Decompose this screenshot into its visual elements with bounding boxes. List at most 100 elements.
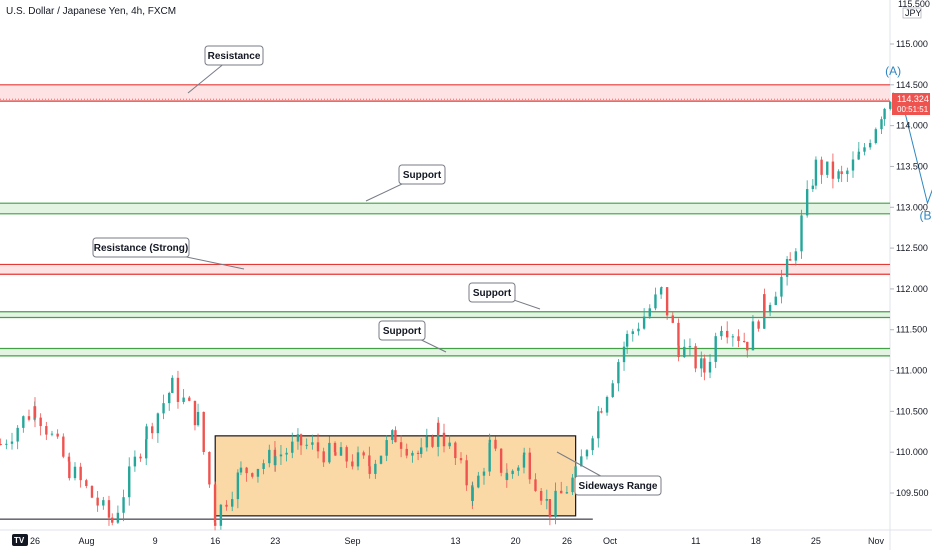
- y-tick-label: 112.500: [896, 243, 928, 253]
- candle-body: [262, 463, 265, 469]
- candle-body: [231, 499, 234, 507]
- candle-body: [671, 315, 674, 323]
- candle-body: [571, 477, 574, 493]
- candle-body: [477, 475, 480, 488]
- candle-body: [837, 171, 840, 179]
- candle-body: [145, 426, 148, 440]
- candle-body: [448, 442, 451, 447]
- candle-body: [731, 336, 735, 338]
- candle-body: [800, 215, 803, 252]
- candle-body: [193, 400, 197, 426]
- candle-body: [79, 466, 82, 481]
- candle-body: [171, 377, 174, 393]
- candle-body: [831, 161, 835, 179]
- callout-resistance-strong: Resistance (Strong): [94, 243, 188, 254]
- candle-body: [488, 442, 491, 472]
- candle-body: [22, 416, 25, 428]
- candle-body: [56, 433, 59, 437]
- candle-body: [279, 454, 283, 457]
- callout-box: [92, 237, 190, 258]
- candle-body: [322, 451, 325, 463]
- candle-body: [151, 426, 154, 434]
- candle-body: [379, 455, 383, 464]
- candle-body: [333, 442, 337, 453]
- candle-body: [688, 346, 692, 348]
- x-tick-label: 9: [153, 536, 158, 546]
- candle-body: [133, 456, 137, 467]
- y-tick-label: 112.000: [896, 284, 928, 294]
- candle-body: [239, 467, 243, 473]
- candle-body: [665, 287, 669, 316]
- candle-body: [714, 336, 717, 362]
- wave-projection-line: [901, 99, 932, 205]
- callout-resistance: Resistance: [208, 51, 261, 62]
- candle-body: [814, 159, 818, 186]
- x-tick-label: 25: [811, 536, 821, 546]
- currency-box[interactable]: [902, 7, 922, 19]
- candle-body: [334, 452, 337, 456]
- candle-body: [585, 450, 589, 457]
- top-price-label: 115.500: [898, 0, 930, 9]
- candle-body: [225, 504, 228, 507]
- candle-body: [27, 416, 31, 420]
- candle-body: [625, 333, 629, 347]
- x-tick-label: 26: [562, 536, 572, 546]
- candle-body: [788, 259, 792, 261]
- candle-body: [700, 358, 703, 369]
- callout-sideways-range: Sideways Range: [579, 481, 658, 492]
- candle-body: [720, 330, 723, 332]
- candle-body: [794, 251, 798, 261]
- candle-body: [202, 411, 205, 452]
- candle-body: [757, 321, 760, 329]
- candle-body: [880, 119, 883, 130]
- x-tick-label: Sep: [345, 536, 361, 546]
- candle-body: [368, 466, 371, 474]
- callout-box: [398, 164, 446, 185]
- candle-body: [720, 331, 723, 337]
- candle-body: [811, 185, 815, 190]
- candle-body: [116, 512, 120, 523]
- callout-support-3: Support: [383, 326, 422, 337]
- candle-body: [505, 474, 509, 480]
- candle-body: [431, 436, 434, 447]
- candle-body: [16, 427, 19, 442]
- candle-body: [176, 377, 180, 402]
- candle-body: [291, 441, 294, 453]
- candle-body: [857, 151, 861, 155]
- callout-box: [574, 475, 662, 496]
- y-tick-label: 113.000: [896, 202, 928, 212]
- candle-body: [725, 330, 729, 338]
- candle-body: [780, 276, 783, 297]
- candle-body: [68, 461, 71, 479]
- candle-body: [459, 458, 463, 461]
- candle-body: [425, 436, 429, 448]
- candle-body: [111, 517, 114, 523]
- last-price-value: 114.324: [897, 94, 929, 104]
- candle-body: [219, 504, 223, 526]
- candle-body: [494, 439, 497, 449]
- candle-body: [391, 430, 394, 441]
- support-zone: [0, 348, 890, 356]
- candle-body: [574, 466, 577, 478]
- candle-body: [0, 444, 2, 446]
- candle-body: [677, 345, 680, 358]
- callout-support-1: Support: [403, 170, 442, 181]
- candle-body: [236, 472, 240, 500]
- candle-body: [285, 452, 288, 455]
- callout-box: [378, 320, 426, 341]
- candle-body: [102, 500, 105, 506]
- candle-body: [763, 294, 766, 312]
- candle-body: [39, 417, 42, 427]
- candle-body: [751, 321, 755, 351]
- candle-body: [345, 447, 348, 462]
- candle-body: [488, 439, 492, 443]
- candle-body: [499, 448, 503, 473]
- candle-body: [128, 466, 131, 498]
- tradingview-logo-icon[interactable]: TV: [12, 534, 28, 546]
- candle-body: [351, 461, 354, 467]
- candle-body: [742, 340, 746, 342]
- candle-body: [622, 346, 626, 363]
- candle-body: [107, 500, 111, 518]
- candle-body: [511, 470, 514, 475]
